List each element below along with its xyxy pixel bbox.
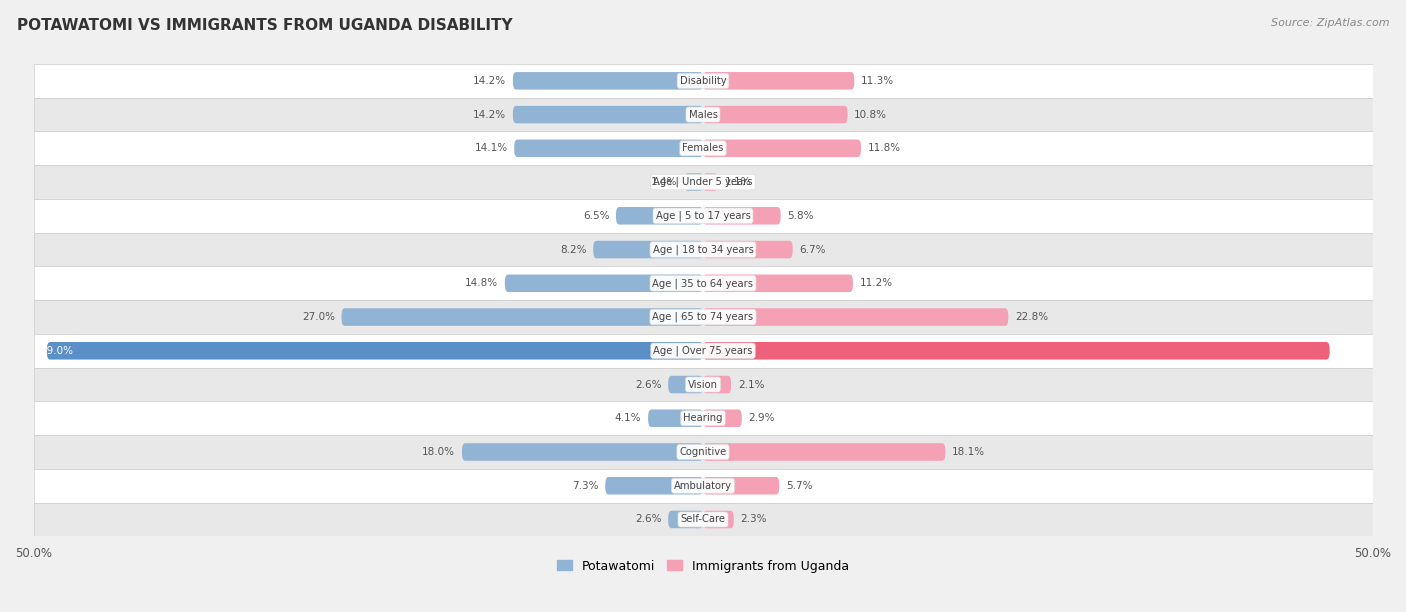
Legend: Potawatomi, Immigrants from Uganda: Potawatomi, Immigrants from Uganda	[557, 559, 849, 573]
Bar	[34, 64, 1372, 98]
FancyBboxPatch shape	[46, 342, 703, 359]
Text: 7.3%: 7.3%	[572, 481, 599, 491]
FancyBboxPatch shape	[513, 72, 703, 89]
Text: 11.3%: 11.3%	[860, 76, 894, 86]
FancyBboxPatch shape	[703, 72, 855, 89]
Text: 1.1%: 1.1%	[724, 177, 751, 187]
Bar	[34, 98, 1372, 132]
Text: 18.0%: 18.0%	[422, 447, 456, 457]
Text: Males: Males	[689, 110, 717, 119]
FancyBboxPatch shape	[605, 477, 703, 494]
Bar	[34, 334, 1372, 368]
FancyBboxPatch shape	[703, 443, 945, 461]
Bar	[34, 233, 1372, 266]
Bar	[34, 469, 1372, 502]
Text: 6.5%: 6.5%	[582, 211, 609, 221]
Text: 27.0%: 27.0%	[302, 312, 335, 322]
Bar	[34, 266, 1372, 300]
Text: 2.3%: 2.3%	[741, 515, 768, 524]
Text: 2.6%: 2.6%	[636, 515, 661, 524]
Text: Disability: Disability	[679, 76, 727, 86]
FancyBboxPatch shape	[668, 510, 703, 528]
Bar	[34, 300, 1372, 334]
Text: 46.8%: 46.8%	[1333, 346, 1365, 356]
FancyBboxPatch shape	[703, 376, 731, 394]
FancyBboxPatch shape	[648, 409, 703, 427]
Text: 5.8%: 5.8%	[787, 211, 814, 221]
FancyBboxPatch shape	[513, 106, 703, 124]
Text: 14.2%: 14.2%	[472, 110, 506, 119]
Text: Age | 18 to 34 years: Age | 18 to 34 years	[652, 244, 754, 255]
FancyBboxPatch shape	[703, 409, 742, 427]
Bar	[34, 199, 1372, 233]
FancyBboxPatch shape	[703, 140, 860, 157]
Text: 14.8%: 14.8%	[465, 278, 498, 288]
FancyBboxPatch shape	[616, 207, 703, 225]
FancyBboxPatch shape	[703, 477, 779, 494]
Text: Cognitive: Cognitive	[679, 447, 727, 457]
FancyBboxPatch shape	[703, 106, 848, 124]
Text: Age | 5 to 17 years: Age | 5 to 17 years	[655, 211, 751, 221]
Text: 2.1%: 2.1%	[738, 379, 765, 389]
Text: 2.6%: 2.6%	[636, 379, 661, 389]
Text: Source: ZipAtlas.com: Source: ZipAtlas.com	[1271, 18, 1389, 28]
Text: 4.1%: 4.1%	[614, 413, 641, 424]
FancyBboxPatch shape	[505, 275, 703, 292]
FancyBboxPatch shape	[703, 275, 853, 292]
Text: Age | 35 to 64 years: Age | 35 to 64 years	[652, 278, 754, 288]
Text: Self-Care: Self-Care	[681, 515, 725, 524]
Bar	[34, 368, 1372, 401]
FancyBboxPatch shape	[703, 510, 734, 528]
Text: 1.4%: 1.4%	[651, 177, 678, 187]
FancyBboxPatch shape	[668, 376, 703, 394]
Bar	[34, 435, 1372, 469]
Text: 18.1%: 18.1%	[952, 447, 986, 457]
Text: 14.1%: 14.1%	[474, 143, 508, 154]
Text: POTAWATOMI VS IMMIGRANTS FROM UGANDA DISABILITY: POTAWATOMI VS IMMIGRANTS FROM UGANDA DIS…	[17, 18, 513, 34]
Text: 6.7%: 6.7%	[800, 245, 825, 255]
FancyBboxPatch shape	[703, 342, 1330, 359]
Text: 11.8%: 11.8%	[868, 143, 901, 154]
FancyBboxPatch shape	[703, 207, 780, 225]
Text: Age | 65 to 74 years: Age | 65 to 74 years	[652, 312, 754, 323]
FancyBboxPatch shape	[463, 443, 703, 461]
Text: Females: Females	[682, 143, 724, 154]
Text: 8.2%: 8.2%	[560, 245, 586, 255]
Text: 2.9%: 2.9%	[748, 413, 775, 424]
Bar	[34, 132, 1372, 165]
FancyBboxPatch shape	[593, 241, 703, 258]
Bar	[34, 401, 1372, 435]
Text: 22.8%: 22.8%	[1015, 312, 1047, 322]
Bar	[34, 502, 1372, 536]
FancyBboxPatch shape	[703, 241, 793, 258]
Bar	[34, 165, 1372, 199]
Text: Vision: Vision	[688, 379, 718, 389]
FancyBboxPatch shape	[515, 140, 703, 157]
Text: 10.8%: 10.8%	[855, 110, 887, 119]
FancyBboxPatch shape	[342, 308, 703, 326]
FancyBboxPatch shape	[685, 173, 703, 191]
Text: 5.7%: 5.7%	[786, 481, 813, 491]
Text: 14.2%: 14.2%	[472, 76, 506, 86]
Text: 49.0%: 49.0%	[41, 346, 73, 356]
Text: Age | Under 5 years: Age | Under 5 years	[654, 177, 752, 187]
FancyBboxPatch shape	[703, 308, 1008, 326]
Text: Ambulatory: Ambulatory	[673, 481, 733, 491]
Text: 11.2%: 11.2%	[859, 278, 893, 288]
Text: Age | Over 75 years: Age | Over 75 years	[654, 346, 752, 356]
Text: Hearing: Hearing	[683, 413, 723, 424]
FancyBboxPatch shape	[703, 173, 717, 191]
